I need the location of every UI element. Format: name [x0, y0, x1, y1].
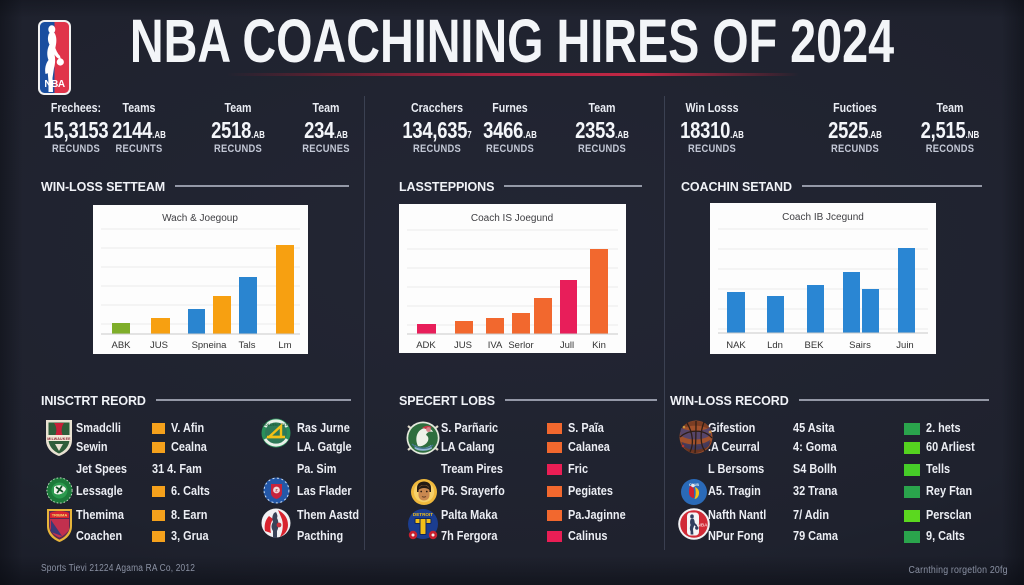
- svg-text:NBA: NBA: [44, 79, 64, 90]
- svg-text:Coach IS Joegund: Coach IS Joegund: [471, 213, 553, 224]
- svg-text:Lm: Lm: [278, 340, 291, 351]
- svg-text:BEK: BEK: [804, 340, 824, 351]
- svg-text:Tals: Tals: [239, 340, 256, 351]
- svg-text:Kin: Kin: [592, 340, 606, 351]
- svg-text:TRIBMA: TRIBMA: [52, 513, 68, 518]
- svg-text:JUS: JUS: [454, 340, 472, 351]
- svg-text:IVA: IVA: [488, 340, 503, 351]
- svg-text:JUS: JUS: [150, 340, 168, 351]
- svg-text:ABK: ABK: [111, 340, 131, 351]
- svg-text:Z: Z: [275, 488, 278, 493]
- svg-text:Jull: Jull: [560, 340, 574, 351]
- svg-text:DETROIT: DETROIT: [413, 512, 433, 517]
- svg-text:NBA: NBA: [698, 523, 709, 528]
- svg-text:ADK: ADK: [416, 340, 436, 351]
- svg-text:Coach IB Jcegund: Coach IB Jcegund: [782, 212, 864, 223]
- svg-text:Spneina: Spneina: [192, 340, 228, 351]
- svg-text:MILWAUKEE: MILWAUKEE: [47, 437, 71, 441]
- svg-text:NAK: NAK: [726, 340, 746, 351]
- svg-text:GOLDEN STATE: GOLDEN STATE: [262, 423, 290, 427]
- svg-text:Juin: Juin: [896, 340, 913, 351]
- svg-text:Ldn: Ldn: [767, 340, 783, 351]
- svg-text:Wach & Joegoup: Wach & Joegoup: [162, 213, 238, 224]
- svg-text:Sairs: Sairs: [849, 340, 871, 351]
- svg-text:Serlor: Serlor: [508, 340, 533, 351]
